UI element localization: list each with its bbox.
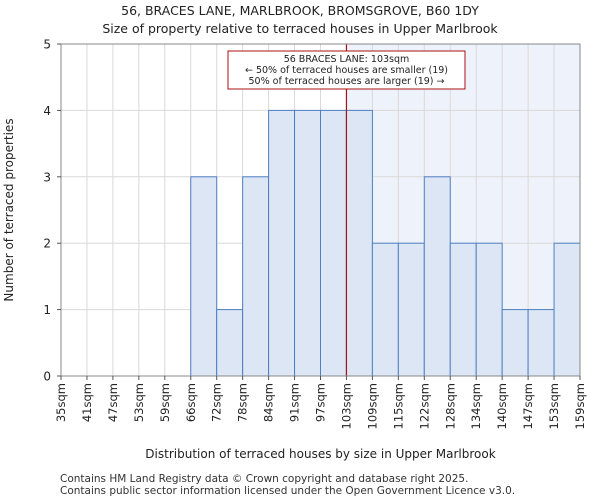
y-tick-label: 0 bbox=[43, 370, 51, 384]
x-tick-label: 140sqm bbox=[495, 383, 509, 429]
x-tick-label: 153sqm bbox=[547, 383, 561, 429]
annotation-line-3: 50% of terraced houses are larger (19) → bbox=[249, 76, 445, 87]
annotation-line-2: ← 50% of terraced houses are smaller (19… bbox=[245, 65, 448, 76]
footer-licence: Contains public sector information licen… bbox=[60, 485, 516, 497]
bar-134sqm bbox=[475, 242, 503, 377]
y-tick-label: 1 bbox=[43, 303, 51, 317]
x-tick-label: 159sqm bbox=[573, 383, 587, 429]
x-tick-label: 103sqm bbox=[339, 383, 353, 429]
chart-subtitle: Size of property relative to terraced ho… bbox=[102, 21, 498, 36]
bar-115sqm bbox=[397, 242, 425, 377]
bar-91sqm bbox=[294, 109, 321, 377]
x-tick-label: 91sqm bbox=[288, 383, 302, 422]
bar-103sqm bbox=[345, 109, 373, 377]
bar-66sqm bbox=[190, 176, 218, 377]
footer-copyright: Contains HM Land Registry data © Crown c… bbox=[60, 473, 469, 485]
bar-153sqm bbox=[553, 242, 581, 377]
bar-109sqm bbox=[371, 242, 399, 377]
y-tick-label: 5 bbox=[43, 38, 51, 52]
x-tick-label: 122sqm bbox=[417, 383, 431, 429]
bar-122sqm bbox=[423, 176, 451, 377]
bar-84sqm bbox=[268, 109, 296, 377]
x-tick-label: 53sqm bbox=[132, 383, 146, 422]
bar-147sqm bbox=[527, 309, 555, 377]
x-tick-label: 47sqm bbox=[106, 383, 120, 422]
bar-97sqm bbox=[320, 109, 347, 377]
x-tick-label: 128sqm bbox=[443, 383, 457, 429]
x-tick-label: 115sqm bbox=[391, 383, 405, 429]
y-axis-label: Number of terraced properties bbox=[2, 118, 16, 301]
y-tick-label: 3 bbox=[43, 170, 51, 184]
x-tick-label: 59sqm bbox=[158, 383, 172, 422]
x-tick-label: 97sqm bbox=[314, 383, 328, 422]
x-axis-label: Distribution of terraced houses by size … bbox=[145, 447, 495, 461]
annotation-line-1: 56 BRACES LANE: 103sqm bbox=[284, 54, 410, 65]
x-tick-label: 109sqm bbox=[365, 383, 379, 429]
y-tick-label: 4 bbox=[43, 104, 51, 118]
x-tick-label: 84sqm bbox=[262, 383, 276, 422]
x-axis-ticks: 35sqm 41sqm 47sqm 53sqm 59sqm 66sqm 72sqm 78sqm… bbox=[54, 376, 587, 429]
x-tick-label: 72sqm bbox=[210, 383, 224, 422]
y-tick-label: 2 bbox=[43, 237, 51, 251]
x-tick-label: 147sqm bbox=[521, 383, 535, 429]
bar-chart: 56 BRACES LANE: 103sqm ← 50% of terraced… bbox=[2, 38, 587, 462]
bar-128sqm bbox=[449, 242, 477, 377]
x-tick-label: 35sqm bbox=[54, 383, 68, 422]
bar-72sqm bbox=[216, 309, 244, 377]
bar-140sqm bbox=[501, 309, 529, 377]
bars bbox=[190, 109, 581, 377]
x-tick-label: 78sqm bbox=[236, 383, 250, 422]
x-tick-label: 41sqm bbox=[80, 383, 94, 422]
property-annotation: 56 BRACES LANE: 103sqm ← 50% of terraced… bbox=[227, 50, 466, 90]
x-tick-label: 134sqm bbox=[469, 383, 483, 429]
bar-78sqm bbox=[242, 176, 270, 377]
chart-title: 56, BRACES LANE, MARLBROOK, BROMSGROVE, … bbox=[121, 3, 479, 18]
x-tick-label: 66sqm bbox=[184, 383, 198, 422]
y-axis-ticks: 0 1 2 3 4 5 bbox=[43, 38, 61, 384]
annotation-box bbox=[227, 50, 466, 90]
